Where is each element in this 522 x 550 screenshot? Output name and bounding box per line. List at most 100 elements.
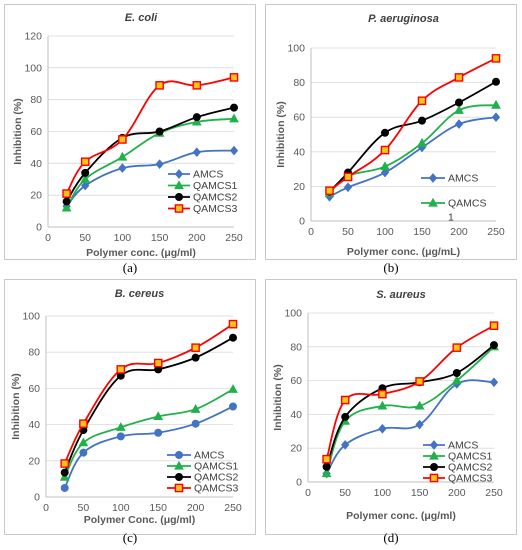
x-tick-label-b-5: 250 (487, 226, 505, 238)
y-tick-label-c-3: 60 (28, 383, 40, 395)
x-tick-label-d-2: 100 (374, 487, 392, 499)
chart-frame-a (4, 4, 256, 260)
data-point-d-qamcs1-2 (377, 400, 388, 410)
data-point-b-qamcs1-3 (417, 137, 427, 147)
data-point-b-qamcs1-5 (491, 99, 501, 109)
legend-b: AMCS QAMCS 1 (421, 173, 487, 224)
y-axis-label-a: Inhibition (%) (12, 98, 24, 164)
data-point-d-qamcs3-0 (322, 454, 331, 464)
data-point-a-amcs-5 (229, 145, 239, 156)
series-line-b-qamcs3 (328, 57, 497, 192)
chart-b: 0 20 40 60 80 100 0 50 100 150 200 250 P. aeruginosa… (275, 13, 505, 258)
x-tick-label-d-3: 150 (411, 487, 429, 499)
legend-marker-d-qamcs3 (429, 473, 439, 483)
chart-title-a: E. coli (125, 12, 158, 24)
data-point-c-amcs-1 (79, 448, 88, 457)
chart-title-b: P. aeruginosa (368, 13, 439, 25)
y-axis-label-d: Inhibition (%) (272, 364, 284, 430)
chart-title-d: S. aureus (376, 289, 426, 301)
data-point-a-amcs-2 (118, 163, 127, 173)
y-tick-label-c-2: 40 (28, 419, 40, 431)
data-point-a-qamcs2-3 (155, 127, 164, 136)
data-point-c-amcs-4 (191, 419, 200, 428)
data-point-d-qamcs2-1 (341, 412, 350, 421)
legend-label-c-qamcs2: QAMCS2 (194, 472, 239, 484)
y-tick-label-c-0: 0 (34, 492, 40, 504)
legend-marker-a-qamcs2 (174, 192, 183, 201)
x-tick-label-a-5: 250 (225, 232, 243, 244)
series-c-qamcs1 (59, 384, 238, 481)
series-line-c-qamcs3 (63, 323, 234, 464)
data-point-d-qamcs1-4 (451, 375, 462, 385)
data-point-c-qamcs1-3 (153, 411, 164, 421)
x-tick-label-c-4: 200 (187, 502, 205, 514)
data-point-d-qamcs2-5 (489, 341, 498, 350)
y-tick-label-b-4: 80 (293, 77, 305, 89)
legend-marker-a-qamcs3 (174, 204, 184, 213)
data-point-a-qamcs1-4 (191, 116, 202, 126)
data-point-b-amcs-4 (454, 119, 464, 129)
x-axis-label-d: Polymer conc. (μg/ml) (346, 510, 456, 522)
x-tick-label-d-4: 200 (448, 487, 466, 499)
data-point-c-qamcs1-5 (228, 384, 238, 393)
x-tick-label-b-1: 50 (342, 226, 354, 238)
data-point-d-amcs-1 (341, 440, 350, 450)
legend-label-d-qamcs3: QAMCS3 (448, 473, 493, 485)
legend-label-b-qamcs1: QAMCS (448, 198, 487, 210)
y-tick-label-b-2: 40 (293, 146, 305, 158)
data-point-c-qamcs2-4 (191, 353, 200, 362)
data-point-d-qamcs1-0 (321, 468, 332, 478)
y-tick-label-d-1: 20 (290, 443, 302, 455)
y-tick-label-b-0: 0 (299, 216, 305, 228)
chart-frame-d (265, 279, 517, 535)
y-tick-label-a-1: 20 (30, 190, 42, 202)
chart-title-c: B. cereus (115, 288, 165, 300)
legend-label-c-qamcs3: QAMCS3 (194, 483, 239, 495)
y-tick-label-c-1: 20 (28, 455, 40, 467)
data-point-c-qamcs2-0 (60, 468, 69, 477)
x-axis-label-a: Polymer conc. (μg/ml) (86, 247, 196, 259)
legend-marker-c-qamcs1 (174, 460, 184, 470)
data-point-d-qamcs3-1 (340, 395, 350, 405)
data-point-b-qamcs3-2 (380, 145, 390, 155)
x-axis-label-b: Polymer conc. (μg/mL) (347, 246, 460, 258)
series-b-amcs (325, 112, 501, 202)
data-point-a-qamcs3-4 (192, 81, 202, 90)
data-point-c-qamcs3-5 (228, 319, 238, 329)
data-point-b-qamcs3-4 (454, 73, 464, 82)
data-point-d-qamcs3-5 (489, 321, 499, 330)
x-tick-label-c-5: 250 (224, 502, 242, 514)
data-point-c-qamcs3-3 (153, 358, 163, 368)
panel-label-c: (c) (122, 530, 138, 545)
data-point-b-qamcs1-2 (380, 161, 390, 171)
data-point-a-amcs-3 (155, 159, 164, 169)
x-tick-label-c-3: 150 (149, 502, 167, 514)
data-point-a-qamcs3-5 (229, 73, 239, 82)
y-axis-label-c: Inhibition (%) (10, 373, 22, 439)
data-point-b-qamcs2-5 (491, 77, 500, 86)
data-point-a-qamcs2-5 (229, 103, 238, 112)
legend-marker-d-qamcs1 (429, 450, 439, 460)
y-tick-label-a-2: 40 (30, 158, 42, 170)
data-point-b-qamcs3-0 (325, 186, 334, 196)
legend-label-a-amcs: AMCS (193, 169, 223, 181)
chart-panel-b: 0 20 40 60 80 100 0 50 100 150 200 250 P. aeruginosa… (261, 0, 522, 275)
data-point-c-qamcs1-2 (115, 422, 126, 431)
x-tick-label-a-3: 150 (151, 232, 169, 244)
x-tick-label-c-2: 100 (112, 502, 130, 514)
chart-d: 0 20 40 60 80 100 0 50 100 150 200 250 S. aureus Poly… (272, 289, 503, 522)
data-point-b-qamcs2-2 (381, 128, 390, 137)
y-tick-label-b-3: 60 (293, 112, 305, 124)
data-point-b-qamcs1-4 (454, 105, 464, 114)
series-a-qamcs1 (61, 113, 239, 212)
y-tick-label-d-5: 100 (284, 308, 302, 320)
data-point-a-qamcs2-1 (81, 168, 90, 177)
x-tick-label-b-4: 200 (450, 226, 468, 238)
legend-label-a-qamcs3: QAMCS3 (193, 203, 238, 215)
legend-marker-a-qamcs1 (174, 180, 184, 190)
data-point-c-amcs-0 (60, 483, 69, 492)
data-point-c-qamcs3-4 (191, 343, 200, 352)
y-tick-label-d-0: 0 (296, 477, 302, 489)
